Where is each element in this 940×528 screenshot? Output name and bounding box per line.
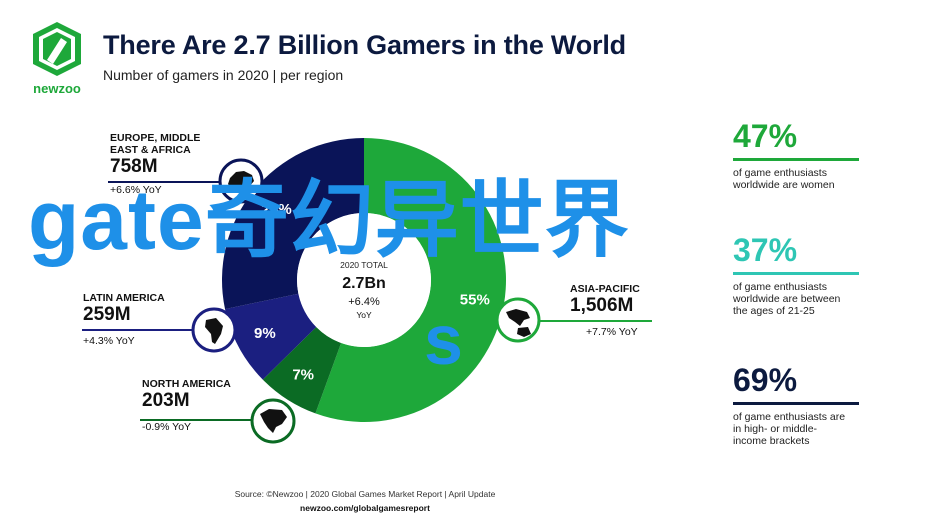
stat-income-line1: of game enthusiasts are (733, 411, 846, 423)
slice-label-3: 28% (262, 201, 292, 218)
donut-slice-0 (315, 138, 506, 422)
center-growth: +6.4% (348, 296, 380, 308)
stat-women-line2: worldwide are women (733, 179, 835, 191)
region-latam-value: 259M (83, 304, 131, 325)
page-title: There Are 2.7 Billion Gamers in the Worl… (103, 30, 626, 60)
region-emea-value: 758M (110, 156, 158, 177)
donut-slice-2 (225, 293, 317, 380)
region-emea-name-2: EAST & AFRICA (110, 144, 191, 156)
stat-income-percent: 69% (733, 362, 798, 398)
region-emea-growth: +6.6% YoY (110, 184, 162, 196)
region-na-name: NORTH AMERICA (142, 378, 231, 390)
map-icon-na (250, 398, 296, 444)
slice-label-1: 7% (292, 367, 314, 384)
center-value: 2.7Bn (342, 275, 386, 292)
stat-income-rule (733, 402, 859, 405)
stat-age-percent: 37% (733, 232, 798, 268)
region-apac-name: ASIA-PACIFIC (570, 283, 640, 295)
region-apac: ASIA-PACIFIC 1,506M +7.7% YoY (570, 283, 640, 338)
region-na-growth: -0.9% YoY (142, 421, 192, 433)
region-na: NORTH AMERICA 203M -0.9% YoY (142, 378, 231, 433)
newzoo-logo: newzoo (25, 20, 89, 100)
region-latam-name: LATIN AMERICA (83, 292, 165, 304)
stat-age: 37% of game enthusiasts worldwide are be… (733, 232, 859, 317)
donut-slice-1 (262, 326, 342, 414)
page-subtitle: Number of gamers in 2020 | per region (103, 67, 344, 83)
donut-slice-3 (222, 137, 364, 310)
slice-label-2: 9% (254, 325, 276, 342)
stat-income-line2: in high- or middle- (733, 423, 818, 435)
center-growth-unit: YoY (356, 310, 372, 320)
slice-labels: 55% 7% 9% 28% (254, 201, 490, 384)
region-na-value: 203M (142, 390, 190, 411)
stat-income: 69% of game enthusiasts are in high- or … (733, 362, 859, 447)
stat-age-line2: worldwide are between (733, 293, 841, 305)
newzoo-logo-icon: newzoo (33, 22, 81, 96)
watermark-text: gate奇幻异世界 (28, 173, 630, 267)
source-url[interactable]: newzoo.com/globalgamesreport (300, 503, 430, 513)
stat-age-rule (733, 272, 859, 275)
region-apac-growth: +7.7% YoY (586, 326, 638, 338)
stat-age-line1: of game enthusiasts (733, 281, 827, 293)
region-latam: LATIN AMERICA 259M +4.3% YoY (83, 292, 165, 347)
brand-name: newzoo (33, 81, 81, 96)
region-latam-growth: +4.3% YoY (83, 335, 135, 347)
slice-label-0: 55% (460, 292, 490, 309)
stat-age-line3: the ages of 21-25 (733, 305, 815, 317)
region-emea-name-1: EUROPE, MIDDLE (110, 132, 201, 144)
donut-slices (222, 137, 506, 422)
stat-women: 47% of game enthusiasts worldwide are wo… (733, 118, 859, 191)
region-apac-value: 1,506M (570, 295, 634, 316)
region-emea: EUROPE, MIDDLE EAST & AFRICA 758M +6.6% … (110, 132, 200, 196)
map-icon-apac (495, 297, 541, 343)
stat-women-line1: of game enthusiasts (733, 167, 827, 179)
source-note: Source: ©Newzoo | 2020 Global Games Mark… (234, 489, 496, 499)
map-icon-latam (191, 307, 237, 353)
map-icon-emea (218, 158, 264, 204)
stat-women-rule (733, 158, 859, 161)
watermark-letter: s (424, 301, 463, 379)
stat-women-percent: 47% (733, 118, 798, 154)
donut-hole (297, 213, 431, 347)
stat-income-line3: income brackets (733, 435, 810, 447)
center-label: 2020 TOTAL (340, 260, 388, 270)
